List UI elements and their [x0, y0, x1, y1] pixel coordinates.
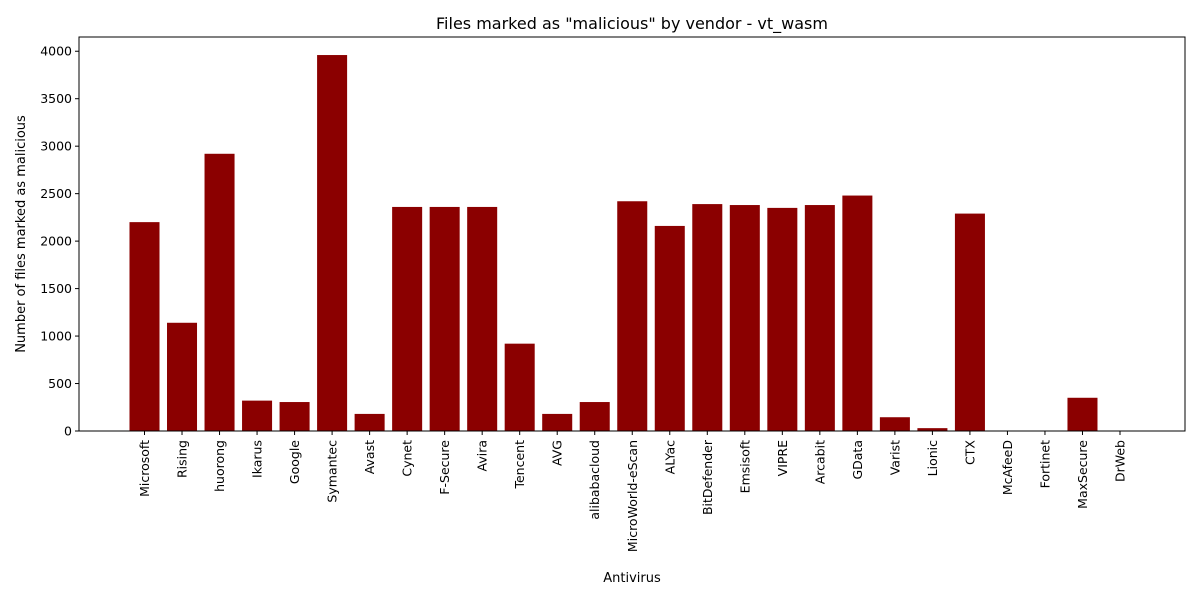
x-tick-label: Rising — [175, 440, 190, 478]
x-tick-label: DrWeb — [1113, 440, 1128, 482]
x-tick-label: MaxSecure — [1075, 440, 1090, 509]
x-tick-label: AVG — [550, 440, 565, 466]
bar-google — [279, 402, 310, 431]
x-tick-label: Avast — [362, 440, 377, 474]
bar-huorong — [204, 153, 235, 431]
x-tick-label: Google — [287, 440, 302, 484]
bar-varist — [879, 417, 910, 431]
bar-microsoft — [129, 222, 160, 431]
y-tick-label: 0 — [64, 424, 72, 439]
bar-avast — [354, 413, 385, 431]
chart-title: Files marked as "malicious" by vendor - … — [436, 14, 828, 34]
x-tick-label: CTX — [962, 440, 977, 465]
bar-microworld-escan — [617, 201, 648, 431]
x-tick-label: Microsoft — [137, 440, 152, 497]
bar-emsisoft — [729, 205, 760, 431]
bar-avira — [467, 206, 498, 431]
x-tick-label: GData — [850, 440, 865, 480]
bar-tencent — [504, 343, 535, 431]
x-tick-label: Arcabit — [812, 440, 827, 484]
bar-bitdefender — [692, 204, 723, 431]
y-tick-label: 3500 — [40, 91, 72, 106]
y-tick-label: 500 — [48, 376, 72, 391]
bar-ctx — [954, 213, 985, 431]
x-tick-label: huorong — [212, 440, 227, 492]
x-axis-title: Antivirus — [603, 571, 661, 586]
x-tick-label: ALYac — [662, 440, 677, 474]
bar-maxsecure — [1067, 397, 1098, 431]
x-ticks-group: Microsoft Rising huorong Ikarus Google Symant… — [137, 431, 1128, 552]
y-tick-label: 1000 — [40, 329, 72, 344]
y-tick-label: 2500 — [40, 186, 72, 201]
x-tick-label: Varist — [887, 440, 902, 475]
bar-gdata — [842, 195, 873, 431]
x-tick-label: Lionic — [925, 440, 940, 476]
x-tick-label: Emsisoft — [737, 440, 752, 493]
y-tick-label: 3000 — [40, 139, 72, 154]
x-tick-label: Fortinet — [1037, 440, 1052, 489]
y-axis-title: Number of files marked as malicious — [14, 115, 29, 353]
y-tick-label: 1500 — [40, 281, 72, 296]
x-tick-label: Tencent — [512, 440, 527, 490]
bar-alyac — [654, 225, 685, 431]
bar-lionic — [917, 428, 948, 431]
x-tick-label: Cynet — [400, 440, 415, 477]
x-tick-label: MicroWorld-eScan — [625, 440, 640, 552]
x-tick-label: Avira — [475, 440, 490, 472]
bar-alibabacloud — [579, 402, 610, 431]
x-tick-label: alibabacloud — [587, 440, 602, 520]
x-tick-label: Ikarus — [250, 440, 265, 478]
x-tick-label: Symantec — [325, 440, 340, 503]
bar-vipre — [767, 207, 798, 431]
bar-symantec — [317, 55, 348, 431]
plot-frame — [78, 36, 1186, 432]
y-ticks-group: 0 500 1000 1500 2000 2500 3000 3500 4000 — [40, 44, 79, 439]
bar-avg — [542, 413, 573, 431]
x-tick-label: BitDefender — [700, 439, 715, 515]
bar-arcabit — [804, 205, 835, 431]
y-tick-label: 4000 — [40, 44, 72, 59]
y-tick-label: 2000 — [40, 234, 72, 249]
bars-group — [129, 55, 1098, 431]
bar-f-secure — [429, 206, 460, 431]
x-tick-label: McAfeeD — [1000, 440, 1015, 495]
x-tick-label: VIPRE — [775, 440, 790, 476]
bar-rising — [167, 322, 198, 431]
bar-cynet — [392, 206, 423, 431]
bar-ikarus — [242, 400, 273, 431]
x-tick-label: F-Secure — [437, 440, 452, 495]
